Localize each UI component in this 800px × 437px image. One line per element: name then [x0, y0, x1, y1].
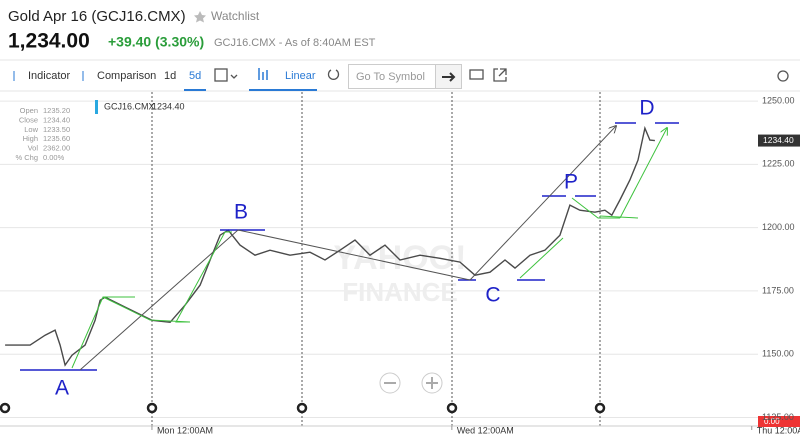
annotation-label: D [639, 97, 654, 120]
annotation-label: C [485, 284, 500, 307]
y-tick-label: 1225.00 [762, 159, 795, 169]
chart-type-icon[interactable] [258, 68, 268, 80]
quote-change: +39.40 (3.30%) [108, 34, 204, 50]
range-5d[interactable]: 5d [189, 70, 201, 82]
symbol-input[interactable] [348, 64, 436, 89]
dropdown-icon[interactable] [230, 74, 238, 79]
legend-swatch [95, 100, 98, 114]
quote-source: GCJ16.CMX - As of 8:40AM EST [214, 37, 376, 49]
watermark: YAHOO! [334, 239, 467, 277]
popout-icon[interactable] [493, 68, 507, 82]
trend-line [79, 229, 471, 371]
info-value: 1233.50 [43, 125, 70, 134]
legend-name: GCJ16.CMX [104, 101, 155, 111]
watchlist-link[interactable]: Watchlist [211, 9, 260, 23]
event-marker[interactable] [0, 402, 11, 414]
quote-price: 1,234.00 [8, 30, 90, 53]
watermark: FINANCE [342, 277, 458, 307]
info-value: 2362.00 [43, 144, 70, 153]
pattern-line [519, 197, 639, 279]
y-tick-label: 1125.00 [762, 412, 794, 422]
info-label: High [23, 134, 38, 143]
info-label: Vol [28, 144, 39, 153]
info-value: 1235.60 [43, 134, 70, 143]
price-line [5, 125, 655, 367]
pattern-arrow [619, 128, 667, 219]
annotation-label: P [564, 171, 578, 194]
info-label: Low [24, 125, 38, 134]
info-value: 1235.20 [43, 106, 70, 115]
info-value: 0.00% [43, 153, 65, 162]
volume-label: 0.00 [764, 417, 780, 426]
info-label: % Chg [15, 153, 38, 162]
x-tick-label: Thu 12:00AM [757, 425, 800, 435]
reset-icon[interactable] [327, 69, 340, 80]
event-marker[interactable] [146, 402, 158, 414]
y-tick-label: 1150.00 [762, 349, 794, 359]
indicator-button[interactable]: Indicator [28, 70, 71, 82]
annotation-label: B [234, 201, 248, 224]
zoom-in-icon [426, 377, 438, 389]
volume-tag [758, 416, 800, 427]
price-tag-box [758, 134, 800, 147]
event-marker[interactable] [296, 402, 308, 414]
quote-title: Gold Apr 16 (GCJ16.CMX) [8, 8, 186, 25]
annotate-icon[interactable] [469, 69, 484, 80]
info-value: 1234.40 [43, 115, 70, 124]
price-tag: 1234.40 [763, 135, 794, 145]
legend-value: 1234.40 [152, 101, 185, 111]
drawings [20, 122, 679, 371]
star-icon[interactable] [194, 11, 206, 23]
settings-icon[interactable] [777, 70, 789, 82]
x-tick-label: Mon 12:00AM [157, 425, 213, 435]
event-marker[interactable] [446, 402, 458, 414]
go-arrow [442, 72, 456, 82]
x-tick-label: Wed 12:00AM [457, 425, 514, 435]
comparison-button[interactable]: Comparison [97, 70, 156, 82]
info-label: Open [20, 106, 38, 115]
info-label: Close [19, 115, 38, 124]
y-tick-label: 1250.00 [762, 95, 795, 105]
scale-button[interactable]: Linear [285, 70, 316, 82]
event-marker[interactable] [594, 402, 606, 414]
calendar-icon[interactable] [214, 68, 228, 82]
y-tick-label: 1200.00 [762, 222, 795, 232]
symbol-placeholder: Go To Symbol [356, 71, 425, 83]
y-tick-label: 1175.00 [762, 285, 794, 295]
pattern-line [71, 231, 232, 369]
plot-area [0, 92, 758, 426]
trend-arrow [469, 126, 616, 281]
range-1d[interactable]: 1d [164, 70, 176, 82]
annotation-label: A [55, 377, 69, 400]
